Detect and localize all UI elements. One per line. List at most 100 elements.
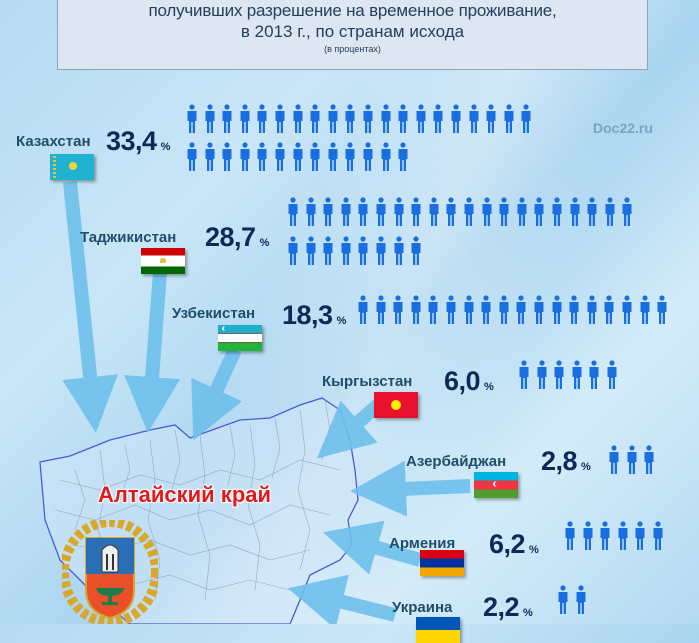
person-icon (433, 104, 443, 134)
percent-kazakhstan: 33,4% (106, 126, 170, 157)
person-icon (464, 197, 474, 227)
person-icon (552, 295, 562, 325)
percent-sign: % (259, 237, 270, 249)
person-icon (363, 104, 373, 134)
person-icon (240, 104, 250, 134)
person-icon (464, 295, 474, 325)
person-icon (358, 236, 368, 266)
percent-sign: % (484, 381, 494, 393)
percent-sign: % (160, 141, 171, 153)
person-icon (240, 142, 250, 172)
value-azerbaijan: 2,8 (541, 446, 578, 476)
person-icon (587, 295, 597, 325)
person-icon (341, 236, 351, 266)
arrow-uzbekistan (191, 347, 243, 441)
percent-sign: % (529, 544, 539, 556)
person-icon (534, 295, 544, 325)
figures-kazakhstan-row1 (187, 104, 539, 134)
person-icon (572, 360, 582, 390)
person-icon (310, 104, 320, 134)
value-armenia: 6,2 (489, 529, 526, 559)
person-icon (469, 104, 479, 134)
figures-tajikistan-row2 (288, 236, 429, 266)
person-icon (363, 142, 373, 172)
person-icon (288, 197, 298, 227)
person-icon (657, 295, 667, 325)
person-icon (393, 295, 403, 325)
percent-armenia: 6,2% (489, 529, 539, 560)
person-icon (293, 104, 303, 134)
country-name-ukraine: Украина (392, 599, 453, 616)
percent-azerbaijan: 2,8% (541, 446, 591, 477)
person-icon (446, 197, 456, 227)
person-icon (554, 360, 564, 390)
person-icon (275, 104, 285, 134)
person-icon (552, 197, 562, 227)
region-label: Алтайский край (98, 482, 272, 507)
flag-ukraine-icon (416, 617, 460, 643)
person-icon (570, 197, 580, 227)
person-icon (604, 295, 614, 325)
person-icon (293, 142, 303, 172)
person-icon (534, 197, 544, 227)
country-name-armenia: Армения (389, 535, 456, 552)
person-icon (306, 236, 316, 266)
figures-uzbekistan-row1 (358, 295, 675, 325)
person-icon (583, 521, 593, 551)
person-icon (640, 295, 650, 325)
person-icon (605, 197, 615, 227)
person-icon (644, 445, 654, 475)
person-icon (451, 104, 461, 134)
person-icon (222, 104, 232, 134)
person-icon (499, 197, 509, 227)
title-box: получивших разрешение на временное прожи… (57, 0, 648, 70)
person-icon (627, 445, 637, 475)
person-icon (482, 197, 492, 227)
person-icon (429, 197, 439, 227)
person-icon (499, 295, 509, 325)
person-icon (358, 197, 368, 227)
person-icon (381, 104, 391, 134)
person-icon (411, 295, 421, 325)
flag-azerbaijan-icon (474, 472, 518, 498)
person-icon (288, 236, 298, 266)
country-name-uzbekistan: Узбекистан (172, 305, 256, 322)
person-icon (345, 142, 355, 172)
arrow-ukraine (287, 574, 397, 624)
person-icon (398, 104, 408, 134)
person-icon (411, 236, 421, 266)
person-icon (222, 142, 232, 172)
person-icon (622, 295, 632, 325)
value-kyrgyzstan: 6,0 (444, 366, 481, 396)
person-icon (306, 197, 316, 227)
person-icon (187, 142, 197, 172)
person-icon (600, 521, 610, 551)
value-kazakhstan: 33,4 (106, 126, 157, 156)
percent-sign: % (523, 607, 533, 619)
person-icon (358, 295, 368, 325)
person-icon (394, 197, 404, 227)
arrow-kazakhstan (62, 181, 118, 433)
percent-ukraine: 2,2% (483, 592, 533, 623)
percent-sign: % (581, 461, 591, 473)
person-icon (323, 197, 333, 227)
person-icon (257, 142, 267, 172)
value-uzbekistan: 18,3 (282, 300, 333, 330)
title-line-1: получивших разрешение на временное прожи… (148, 1, 557, 20)
person-icon (622, 197, 632, 227)
person-icon (519, 360, 529, 390)
person-icon (323, 236, 333, 266)
country-name-kazakhstan: Казахстан (16, 133, 91, 150)
title-line-2: в 2013 г., по странам исхода (240, 22, 465, 41)
person-icon (345, 104, 355, 134)
person-icon (618, 521, 628, 551)
person-icon (504, 104, 514, 134)
country-name-kyrgyzstan: Кыргызстан (322, 373, 413, 390)
percent-uzbekistan: 18,3% (282, 300, 346, 331)
person-icon (516, 295, 526, 325)
person-icon (635, 521, 645, 551)
person-icon (205, 142, 215, 172)
figures-tajikistan-row1 (288, 197, 640, 227)
figures-kazakhstan-row2 (187, 142, 416, 172)
country-name-azerbaijan: Азербайджан (406, 453, 507, 470)
